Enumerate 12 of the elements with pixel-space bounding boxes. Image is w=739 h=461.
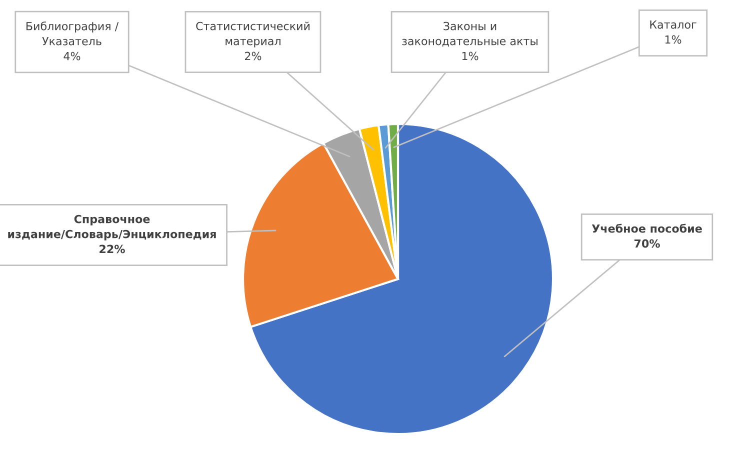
data-label: 2% xyxy=(245,52,262,60)
slice-label: Справочное издание/Словарь/Энциклопедия xyxy=(8,214,216,240)
slice-label: Каталог xyxy=(650,20,696,29)
slice-label: Законы и законодательные акты xyxy=(402,22,538,47)
slice-label: Учебное пособие xyxy=(592,224,702,233)
slice-label: Библиография / Указатель xyxy=(26,22,119,46)
slice-label: Статистистический материал xyxy=(196,22,310,48)
data-label: 4% xyxy=(64,52,80,60)
data-label: 1% xyxy=(665,35,682,44)
data-label: 1% xyxy=(462,52,478,60)
data-label: 70% xyxy=(634,239,660,248)
data-label: 22% xyxy=(100,244,125,254)
